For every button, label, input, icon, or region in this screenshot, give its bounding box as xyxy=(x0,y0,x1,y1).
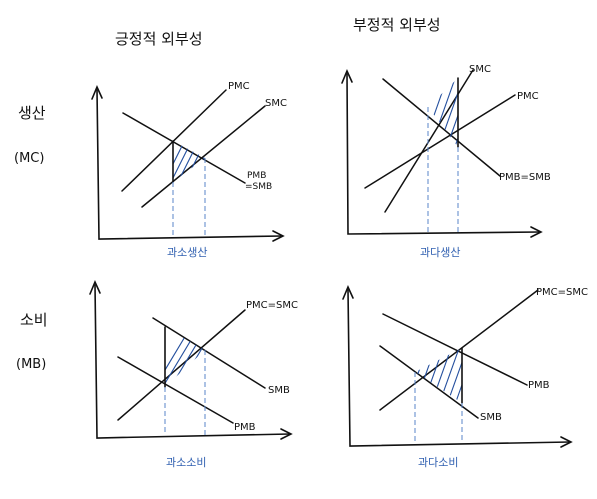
pmc-curve xyxy=(121,89,227,192)
pmb-curve xyxy=(382,313,528,386)
pmc-curve xyxy=(364,94,516,189)
x-axis-arrow xyxy=(530,226,543,238)
column-title-positive: 긍정적 외부성 xyxy=(115,30,203,48)
label-pmb-smb-line2: =SMB xyxy=(245,182,272,192)
panel-negative-production: SMC PMC PMB=SMB 과다생산 xyxy=(341,64,551,259)
y-axis-arrow xyxy=(89,279,101,295)
label-pmb-smb: PMB=SMB xyxy=(499,172,551,183)
result-label: 과소생산 xyxy=(167,246,207,259)
pmb-smb-curve xyxy=(122,112,246,184)
label-pmc-smc: PMC=SMC xyxy=(246,300,298,311)
label-smc: SMC xyxy=(265,98,287,109)
label-smb: SMB xyxy=(480,412,502,423)
panel-positive-consumption: PMC=SMC SMB PMB 과소소비 xyxy=(89,279,298,469)
smc-curve xyxy=(141,105,266,208)
x-axis-arrow xyxy=(272,230,285,242)
label-pmb-smb: PMB =SMB xyxy=(245,171,272,192)
axes xyxy=(96,89,283,240)
row-title-consumption: 소비 xyxy=(20,311,48,329)
x-axis-arrow xyxy=(560,436,573,448)
row-title-production: 생산 xyxy=(18,104,46,122)
y-axis-arrow xyxy=(341,68,353,84)
result-label: 과소소비 xyxy=(166,456,206,469)
label-pmc: PMC xyxy=(228,81,250,92)
label-pmb: PMB xyxy=(234,422,256,433)
pmb-curve xyxy=(117,356,234,424)
label-smb: SMB xyxy=(268,385,290,396)
column-title-negative: 부정적 외부성 xyxy=(353,16,441,34)
y-axis-arrow xyxy=(342,284,354,300)
label-smc: SMC xyxy=(469,64,491,75)
axes xyxy=(94,284,291,439)
axes xyxy=(346,73,541,235)
deadweight-loss-hatch xyxy=(428,78,458,147)
label-pmc-smc: PMC=SMC xyxy=(536,287,588,298)
label-pmc: PMC xyxy=(517,91,539,102)
result-label: 과다소비 xyxy=(418,456,458,469)
panel-negative-consumption: PMC=SMC PMB SMB 과다소비 xyxy=(342,284,588,469)
x-axis-arrow xyxy=(280,428,293,440)
row-subtitle-production: (MC) xyxy=(14,151,44,166)
row-subtitle-consumption: (MB) xyxy=(16,357,46,372)
deadweight-loss-hatch xyxy=(165,327,205,387)
smb-curve xyxy=(379,345,479,419)
label-pmb: PMB xyxy=(528,380,550,391)
y-axis-arrow xyxy=(91,84,103,100)
axes xyxy=(347,289,571,447)
pmb-smb-curve xyxy=(382,78,501,177)
result-label: 과다생산 xyxy=(420,246,460,259)
deadweight-loss-hatch xyxy=(415,348,462,403)
label-pmb-smb-line1: PMB xyxy=(247,171,266,181)
panel-positive-production: PMC SMC PMB =SMB 과소생산 xyxy=(91,81,287,259)
smb-curve xyxy=(152,317,266,389)
pmc-smc-curve xyxy=(117,309,246,421)
